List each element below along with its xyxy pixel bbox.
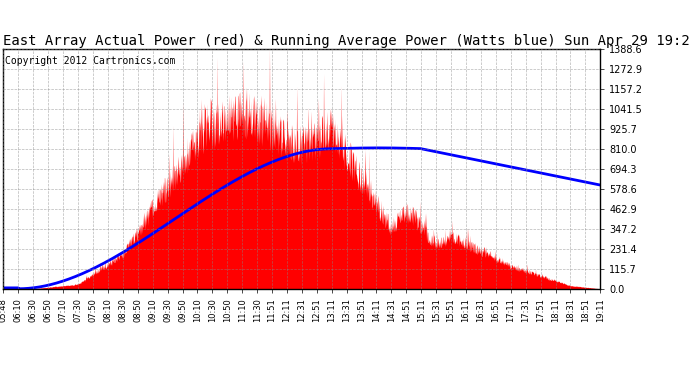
Text: East Array Actual Power (red) & Running Average Power (Watts blue) Sun Apr 29 19: East Array Actual Power (red) & Running … — [3, 34, 690, 48]
Text: Copyright 2012 Cartronics.com: Copyright 2012 Cartronics.com — [5, 56, 175, 66]
